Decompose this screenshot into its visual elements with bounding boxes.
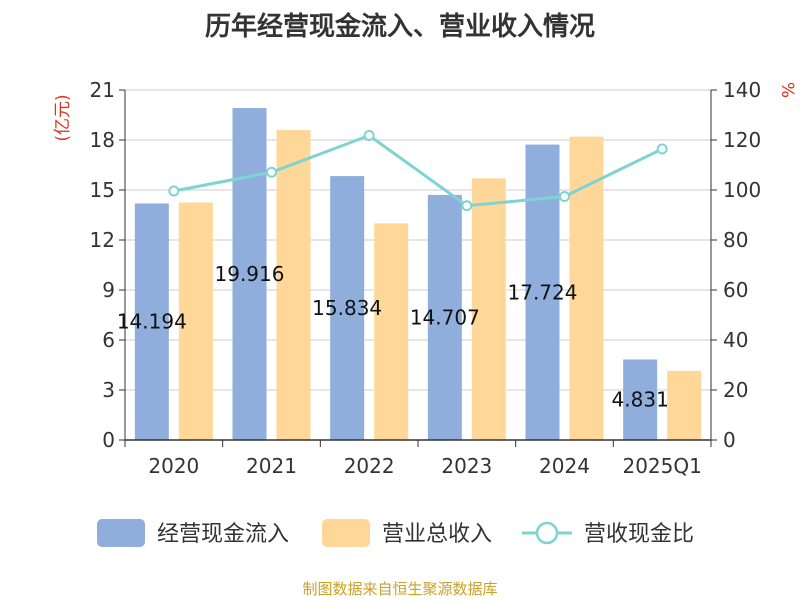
cash-inflow-value-label: 19.916 [215, 262, 285, 286]
ratio-point [559, 191, 570, 202]
ratio-point [461, 200, 473, 212]
legend-label: 营收现金比 [584, 522, 694, 547]
bar-labels: 14.194 19.916 15.834 14.707 17.724 4.831 [117, 262, 669, 412]
left-axis-unit: (亿元) [53, 94, 73, 141]
axes: 0 3 6 9 12 15 18 21 0 20 40 60 80 100 120 140 (亿元)% 2020 2… [53, 78, 797, 478]
right-axis-tick-label: 120 [723, 128, 761, 152]
legend-cash-inflow: 经营现金流入 [97, 519, 289, 547]
ratio-point [363, 130, 375, 141]
source-note: 制图数据来自恒生聚源数据库 [302, 580, 498, 598]
cash-inflow-bar [623, 359, 658, 440]
cash-inflow-value-label: 14.707 [410, 305, 480, 329]
legend-revenue: 营业总收入 [322, 519, 492, 547]
cash-inflow-value-label: 17.724 [508, 280, 578, 304]
grid-lines [125, 89, 711, 391]
ratio-line-path [173, 133, 663, 208]
left-axis-tick-label: 21 [90, 78, 115, 102]
legend-label: 营业总收入 [382, 522, 492, 547]
revenue-bar [667, 370, 702, 440]
ratio-point [266, 166, 277, 178]
legend: 经营现金流入 营业总收入 营收现金比 [97, 519, 694, 547]
x-axis-tick-label: 2020 [148, 454, 199, 478]
left-axis-tick-label: 6 [102, 328, 115, 352]
left-axis-tick-label: 3 [102, 378, 115, 402]
x-axis-tick-label: 2022 [344, 454, 395, 478]
x-axis-tick-label: 2024 [539, 454, 590, 478]
x-axis-tick-label: 2021 [246, 454, 297, 478]
cash-inflow-value-label: 4.831 [612, 388, 669, 412]
ratio-point [656, 143, 668, 155]
right-axis-tick-label: 0 [723, 428, 736, 452]
legend-swatch [322, 519, 370, 547]
x-axis-tick-label: 2023 [441, 454, 492, 478]
left-axis-tick-label: 9 [102, 278, 115, 302]
revenue-bar [471, 178, 506, 441]
right-axis-unit: % [777, 82, 797, 98]
ratio-point [168, 185, 180, 197]
legend-ratio: 营收现金比 [522, 521, 694, 547]
right-axis-tick-label: 20 [723, 378, 748, 402]
cash-inflow-bar [427, 194, 462, 440]
right-axis-tick-label: 80 [723, 228, 748, 252]
cash-inflow-bar [134, 203, 169, 440]
left-axis-tick-label: 12 [90, 228, 115, 252]
revenue-bar [374, 223, 409, 440]
ratio-line [168, 130, 668, 212]
legend-swatch [97, 519, 145, 547]
bars [134, 108, 702, 441]
left-axis-tick-label: 18 [90, 128, 115, 152]
cash-inflow-bar [330, 176, 365, 440]
right-axis-tick-label: 140 [723, 78, 761, 102]
right-axis-tick-label: 60 [723, 278, 748, 302]
cash-inflow-value-label: 15.834 [312, 296, 382, 320]
cash-inflow-bar [232, 108, 267, 441]
left-axis-tick-label: 15 [90, 178, 115, 202]
cash-inflow-value-label: 14.194 [117, 310, 187, 334]
legend-marker [535, 521, 559, 545]
revenue-bar [178, 202, 213, 440]
right-axis-tick-label: 100 [723, 178, 761, 202]
cash-inflow-bar [525, 144, 560, 440]
left-axis-tick-label: 0 [102, 428, 115, 452]
revenue-bar [276, 130, 311, 440]
chart-title: 历年经营现金流入、营业收入情况 [204, 12, 595, 42]
x-axis-tick-label: 2025Q1 [622, 454, 701, 478]
legend-label: 经营现金流入 [157, 522, 289, 547]
right-axis-tick-label: 40 [723, 328, 748, 352]
